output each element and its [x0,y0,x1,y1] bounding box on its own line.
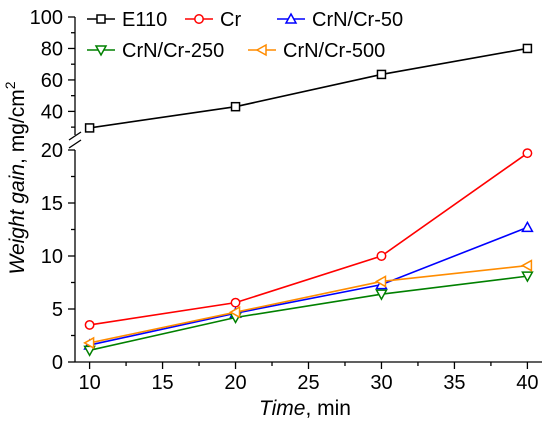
y-axis-label: Weight gain, mg/cm2 [2,81,29,274]
y-tick-label: 10 [41,246,63,268]
series-layer [83,43,534,357]
series-line-e110 [89,47,528,129]
x-tick-label: 25 [297,372,319,394]
legend-label-cr: Cr [220,9,241,31]
legend-item-cr: Cr [185,9,241,31]
series-crn-cr-250 [83,271,534,357]
x-tick-label: 20 [224,372,246,394]
y-tick-label: 80 [41,38,63,60]
x-tick-label: 40 [516,372,538,394]
data-point-crn-cr-500 [83,336,95,350]
y-tick-label: 60 [41,70,63,92]
x-tick-label: 30 [370,372,392,394]
legend-label-crn-cr-50: CrN/Cr-50 [312,9,403,31]
y-tick-label: 20 [41,140,63,162]
legend-marker [255,43,267,57]
series-crn-cr-500 [83,259,533,350]
legend-item-crn-cr-250: CrN/Cr-250 [87,40,224,62]
legend-label-crn-cr-500: CrN/Cr-500 [283,40,385,62]
x-tick-label: 15 [151,372,173,394]
data-point-crn-cr-500 [228,305,241,319]
data-point-e110 [522,43,533,54]
y-axis-label-superscript: 2 [2,81,18,89]
x-axis-label-unit: , min [305,397,351,420]
legend-marker [194,14,204,24]
series-e110 [84,43,533,133]
axis-break-mark [68,131,82,141]
data-point-crn-cr-500 [374,275,387,288]
legend-marker [284,12,298,24]
series-cr [84,148,533,330]
x-axis-label: Time, min [259,397,351,420]
data-point-cr [522,148,533,159]
y-axis-label-unit: , mg/cm [6,89,29,164]
data-point-cr [230,297,241,308]
data-point-cr [376,251,387,261]
data-point-crn-cr-250 [375,289,388,301]
y-tick-label: 100 [30,7,63,29]
data-point-crn-cr-50 [521,220,534,233]
x-axis-label-name: Time [259,397,305,420]
legend-label-crn-cr-250: CrN/Cr-250 [122,40,224,62]
series-line-crn-cr-50 [89,226,528,346]
series-line-crn-cr-250 [89,275,528,352]
legend-item-crn-cr-500: CrN/Cr-500 [248,40,385,62]
y-tick-label: 40 [41,101,63,123]
axes: 10 15 20 25 30 35 40 0 5 10 15 20 40 60 80 100 [30,7,542,394]
series-line-cr [89,152,528,326]
data-point-e110 [84,123,95,133]
series-line-crn-cr-500 [89,264,528,344]
data-point-cr [84,319,95,330]
y-tick-label: 0 [52,352,63,374]
data-point-e110 [376,69,387,80]
legend-item-crn-cr-50: CrN/Cr-50 [277,9,403,31]
axis-break-mark [68,139,82,149]
legend: E110 Cr CrN/Cr-50 CrN/Cr-250 CrN/Cr-500 [87,9,403,62]
legend-marker [96,14,106,24]
legend-item-e110: E110 [87,9,167,31]
y-tick-label: 5 [52,299,63,321]
data-point-crn-cr-500 [520,259,533,272]
y-tick-label: 15 [41,193,63,215]
legend-label-e110: E110 [122,9,167,31]
x-tick-label: 35 [443,372,465,394]
data-point-crn-cr-250 [521,271,534,283]
data-point-e110 [230,101,241,112]
legend-marker [94,45,108,57]
x-tick-label: 10 [78,372,100,394]
y-axis-label-name: Weight gain [6,164,29,275]
